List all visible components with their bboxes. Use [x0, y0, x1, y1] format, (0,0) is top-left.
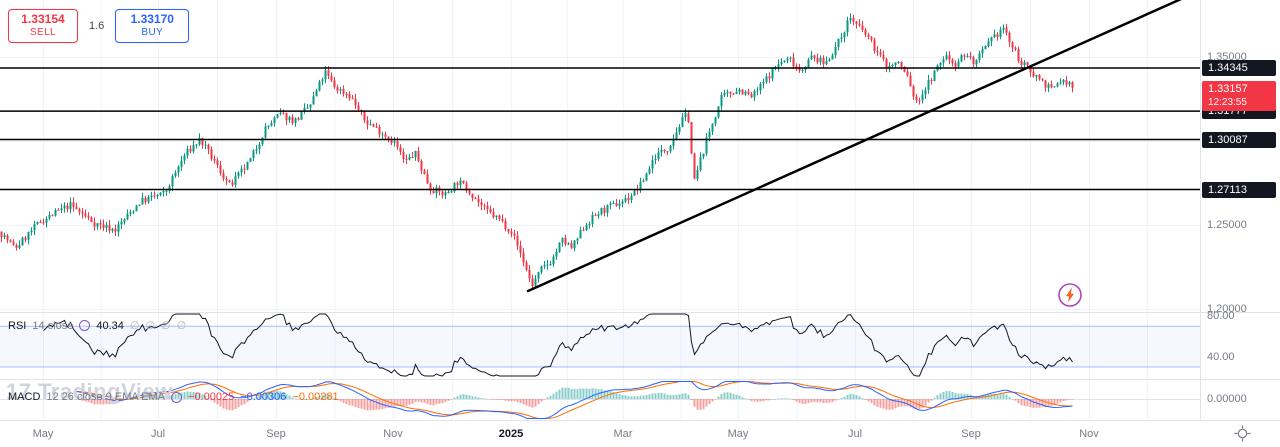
macd-legend: MACD 12 26 close 9 EMA EMA −0.00025 −0.0…: [8, 391, 339, 403]
price-level-badge: 1.30087: [1202, 131, 1276, 148]
rsi-marker-icon[interactable]: [79, 320, 91, 331]
order-widget: 1.33154 SELL 1.6 1.33170 BUY: [8, 9, 190, 43]
last-price-badge: 1.33157 12:23:55: [1202, 80, 1276, 111]
crosshair-target-icon[interactable]: [1234, 425, 1251, 442]
time-axis-label: Sep: [266, 428, 286, 440]
price-axis[interactable]: 1.35000 1.25000 1.20000 1.34345 1.31777 1.300…: [1201, 0, 1280, 420]
rsi-title: RSI: [8, 319, 27, 332]
macd-signal-line: [76, 381, 1073, 419]
macd-line-value: −0.00306: [240, 391, 287, 403]
rsi-settings-icon[interactable]: ∅: [145, 320, 156, 332]
price-axis-label: 1.20000: [1207, 303, 1247, 315]
macd-params: 12 26 close 9 EMA EMA: [46, 391, 166, 403]
time-axis-label: Nov: [383, 428, 403, 440]
macd-line: [76, 381, 1073, 419]
rsi-more-icon[interactable]: ∅: [176, 320, 187, 332]
macd-pane-separator[interactable]: [0, 379, 1280, 380]
candle-countdown: 12:23:55: [1208, 96, 1247, 108]
price-level-badge: 1.34345: [1202, 60, 1276, 76]
macd-signal-value: −0.00281: [292, 391, 339, 403]
macd-histogram: [75, 387, 1074, 411]
sell-price: 1.33154: [21, 12, 65, 27]
time-axis-label: Sep: [961, 428, 981, 440]
chart-canvas[interactable]: [0, 0, 1200, 420]
price-level-badge: 1.27113: [1202, 181, 1276, 198]
time-axis-label: Jul: [150, 428, 166, 440]
macd-histogram-value: −0.00025: [188, 391, 235, 403]
rsi-hide-icon[interactable]: ∅: [129, 320, 140, 332]
time-axis-label: 2025: [498, 428, 524, 440]
buy-button[interactable]: 1.33170 BUY: [115, 9, 190, 43]
axis-border: [1200, 0, 1201, 447]
tradingview-watermark: 17 TradingView: [6, 379, 173, 404]
price-axis-label: 1.25000: [1207, 219, 1247, 231]
rsi-legend: RSI 14 close 40.34 ∅ ∅ ∅ ∅: [8, 319, 187, 333]
time-axis-label: Nov: [1079, 428, 1099, 440]
spread-value: 1.6: [89, 20, 105, 32]
buy-label: BUY: [141, 27, 164, 39]
time-axis-label: May: [32, 428, 54, 440]
rsi-pane-separator[interactable]: [0, 312, 1280, 313]
rsi-value: 40.34: [96, 319, 124, 332]
buy-price: 1.33170: [130, 12, 174, 27]
sell-label: SELL: [29, 27, 57, 39]
macd-marker-icon[interactable]: [171, 391, 183, 403]
macd-axis-label: 0.00000: [1207, 393, 1247, 405]
time-axis-label: Mar: [613, 428, 633, 440]
rsi-delete-icon[interactable]: ∅: [161, 320, 171, 332]
rsi-axis-label: 40.00: [1207, 350, 1235, 363]
sell-button[interactable]: 1.33154 SELL: [8, 9, 78, 43]
candlestick-series: [0, 13, 1074, 290]
grid: [0, 0, 1200, 420]
rsi-params: 14 close: [32, 319, 74, 332]
time-axis-label: May: [727, 428, 749, 440]
time-axis[interactable]: May Jul Sep Nov 2025 Mar May Jul Sep Nov: [0, 420, 1280, 447]
macd-title: MACD: [8, 391, 41, 403]
rsi-axis-label: 80.00: [1207, 310, 1235, 322]
rsi-line: [43, 313, 1073, 377]
time-axis-label: Jul: [847, 428, 863, 440]
quick-trade-bolt-icon[interactable]: [1056, 281, 1084, 309]
